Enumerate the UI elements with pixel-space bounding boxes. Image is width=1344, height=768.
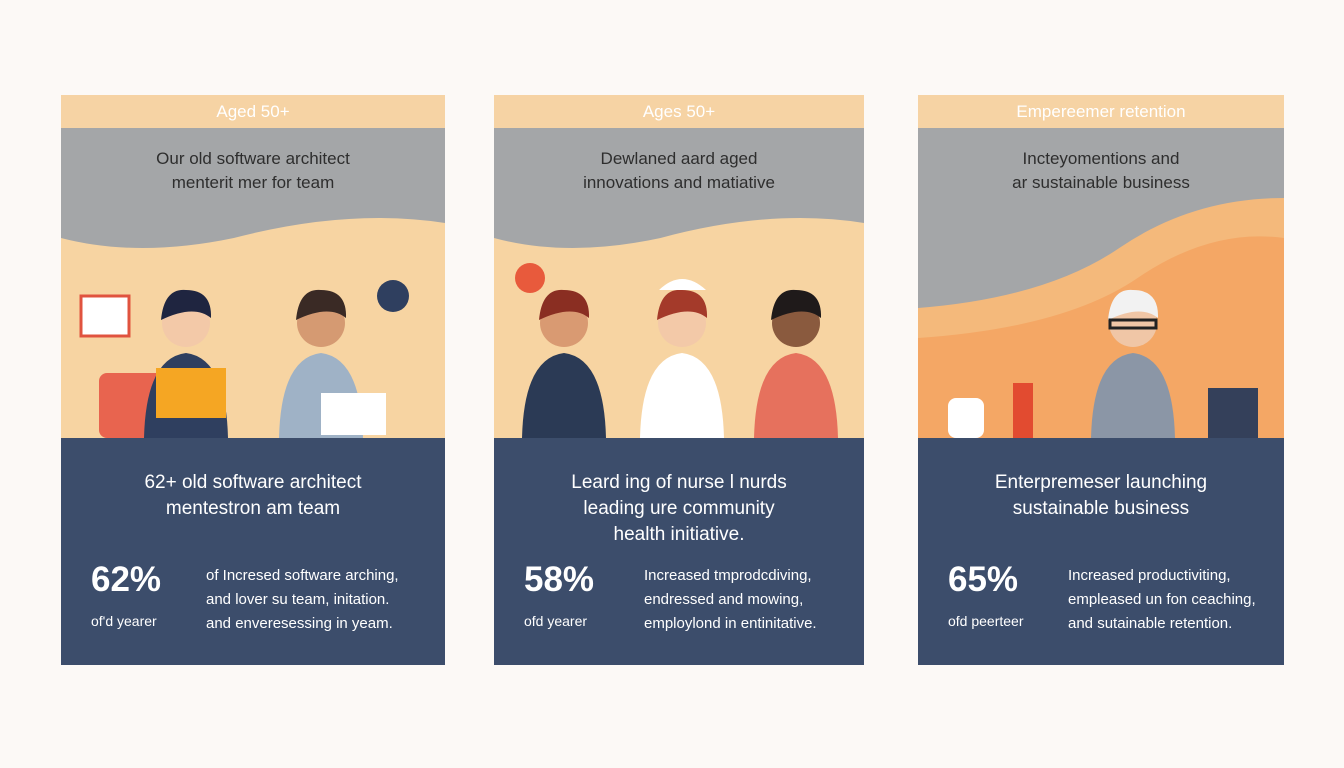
card-headline: Enterpremeser launching xyxy=(994,472,1208,493)
stat-description: of Incresed software arching, xyxy=(206,567,399,584)
card-subtitle: Our old software architect xyxy=(156,149,350,168)
illustration-shape xyxy=(948,398,984,438)
card-headline: health initiative. xyxy=(613,524,745,545)
illustration xyxy=(61,128,445,438)
illustration-shape xyxy=(377,280,409,312)
card: Empereemer retention Incteyomentions and a… xyxy=(918,95,1284,665)
card-subtitle: innovations and matiative xyxy=(583,173,775,192)
card-headline: 62+ old software architect xyxy=(144,472,362,493)
card-subtitle: Incteyomentions and xyxy=(1022,149,1180,168)
stat-value: 65% xyxy=(948,560,1019,599)
stat-label: of'd yearer xyxy=(91,613,157,629)
card-subtitle: Dewlaned aard aged xyxy=(600,149,758,168)
card-subtitle: ar sustainable business xyxy=(1012,173,1190,192)
stat-description: and sutainable retention. xyxy=(1068,615,1233,632)
stat-description: endressed and mowing, xyxy=(644,591,804,608)
illustration-shape xyxy=(515,263,545,293)
stat-description: Increased productiviting, xyxy=(1068,567,1231,584)
card-headline: sustainable business xyxy=(1012,498,1190,519)
illustration-shape xyxy=(1208,388,1258,438)
illustration-shape xyxy=(156,368,226,418)
illustration-shape xyxy=(1091,353,1175,438)
illustration-shape xyxy=(657,289,708,320)
card-bottom xyxy=(918,438,1284,665)
stat-description: empleased un fon ceaching, xyxy=(1068,591,1256,608)
illustration-shape xyxy=(539,289,590,320)
illustration xyxy=(918,128,1284,438)
illustration-shape xyxy=(918,236,1284,438)
card-headline: Leard ing of nurse l nurds xyxy=(571,472,787,493)
card-header: Empereemer retention xyxy=(918,95,1284,128)
illustration-shape xyxy=(296,289,347,320)
card-bottom xyxy=(494,438,864,665)
illustration-shape xyxy=(640,353,724,438)
illustration xyxy=(494,128,864,438)
card-headline: leading ure community xyxy=(583,498,775,519)
card-header: Aged 50+ xyxy=(61,95,445,128)
stat-description: Increased tmprodcdiving, xyxy=(644,567,812,584)
illustration-shape xyxy=(1013,383,1033,438)
illustration-shape xyxy=(1108,289,1159,320)
illustration-shape xyxy=(1108,318,1158,330)
illustration-shape xyxy=(321,393,386,435)
card: Ages 50+ Dewlaned aard aged innovations an… xyxy=(494,95,864,665)
card: Aged 50+ Our old software architect menter… xyxy=(61,95,445,665)
stat-description: and enveresessing in yeam. xyxy=(206,615,393,632)
card-subtitle: menterit mer for team xyxy=(171,173,335,192)
stat-description: and lover su team, initation. xyxy=(206,591,390,608)
stat-label: ofd yearer xyxy=(524,613,588,629)
illustration-shape xyxy=(79,294,131,338)
card-headline: mentestron am team xyxy=(165,498,341,519)
stat-value: 62% xyxy=(91,560,162,599)
stat-label: ofd peerteer xyxy=(948,613,1024,629)
illustration-shape xyxy=(754,353,838,438)
card-bottom xyxy=(61,438,445,665)
illustration-shape xyxy=(659,279,706,290)
card-header: Ages 50+ xyxy=(494,95,864,128)
stat-value: 58% xyxy=(524,560,595,599)
illustration-shape xyxy=(522,353,606,438)
stat-description: employlond in entinitative. xyxy=(644,615,817,632)
illustration-shape xyxy=(771,289,822,320)
illustration-shape xyxy=(161,289,212,320)
